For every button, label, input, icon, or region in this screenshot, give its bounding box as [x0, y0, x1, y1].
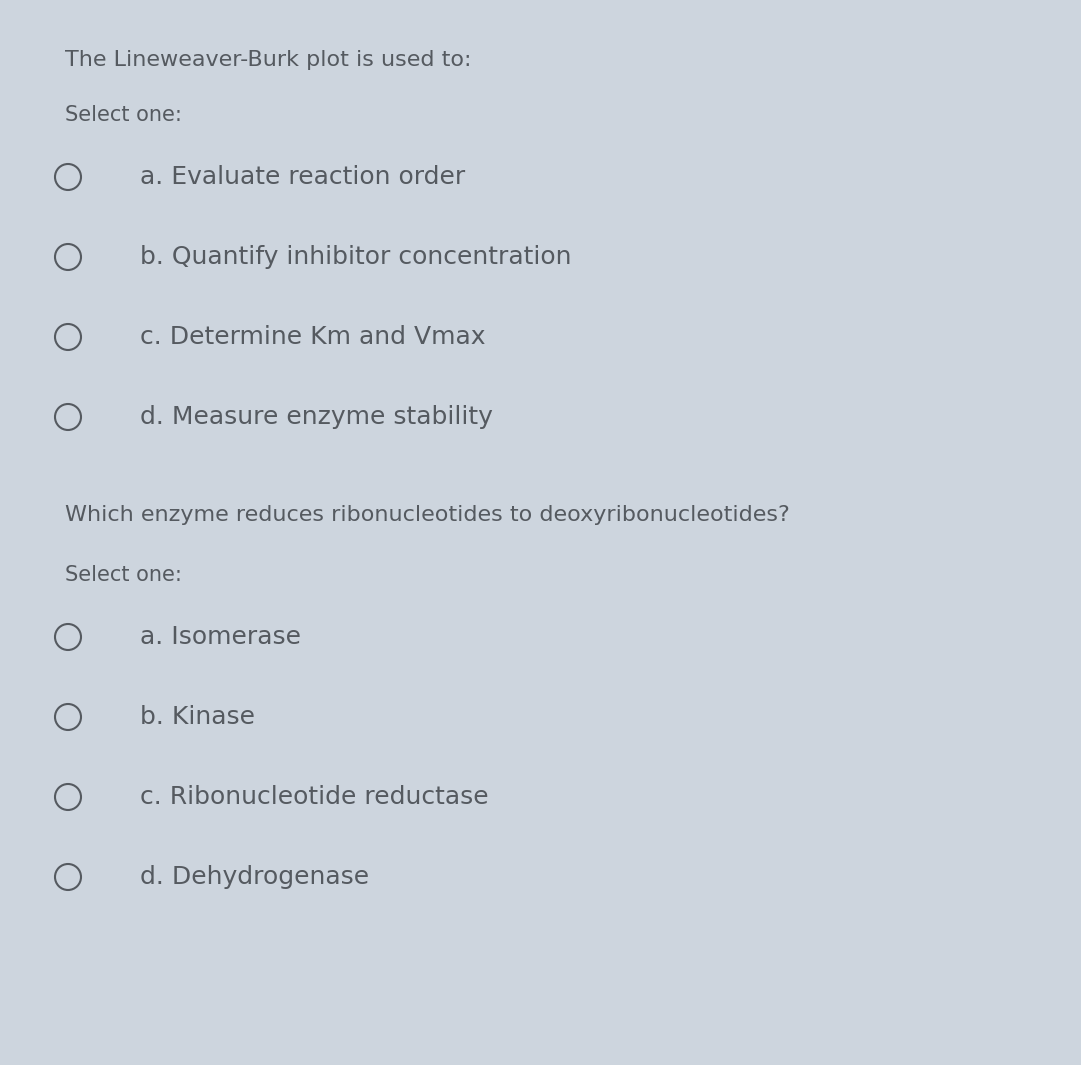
Text: The Lineweaver-Burk plot is used to:: The Lineweaver-Burk plot is used to:: [65, 50, 471, 70]
Text: d. Measure enzyme stability: d. Measure enzyme stability: [141, 405, 493, 429]
Text: b. Quantify inhibitor concentration: b. Quantify inhibitor concentration: [141, 245, 572, 269]
Text: b. Kinase: b. Kinase: [141, 705, 255, 730]
Text: c. Determine Km and Vmax: c. Determine Km and Vmax: [141, 325, 485, 349]
Text: Which enzyme reduces ribonucleotides to deoxyribonucleotides?: Which enzyme reduces ribonucleotides to …: [65, 505, 790, 525]
Text: d. Dehydrogenase: d. Dehydrogenase: [141, 865, 369, 889]
Text: c. Ribonucleotide reductase: c. Ribonucleotide reductase: [141, 785, 489, 809]
Text: Select one:: Select one:: [65, 105, 182, 125]
Text: Select one:: Select one:: [65, 566, 182, 585]
Text: a. Evaluate reaction order: a. Evaluate reaction order: [141, 165, 465, 189]
Text: a. Isomerase: a. Isomerase: [141, 625, 301, 649]
